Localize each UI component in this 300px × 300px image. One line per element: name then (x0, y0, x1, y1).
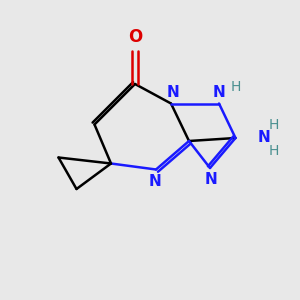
Text: H: H (268, 144, 279, 158)
Text: H: H (230, 80, 241, 94)
Text: H: H (268, 118, 279, 132)
Text: N: N (258, 130, 271, 146)
Text: O: O (128, 28, 142, 46)
Text: N: N (213, 85, 225, 100)
Text: N: N (148, 174, 161, 189)
Text: N: N (205, 172, 218, 188)
Text: N: N (166, 85, 179, 100)
